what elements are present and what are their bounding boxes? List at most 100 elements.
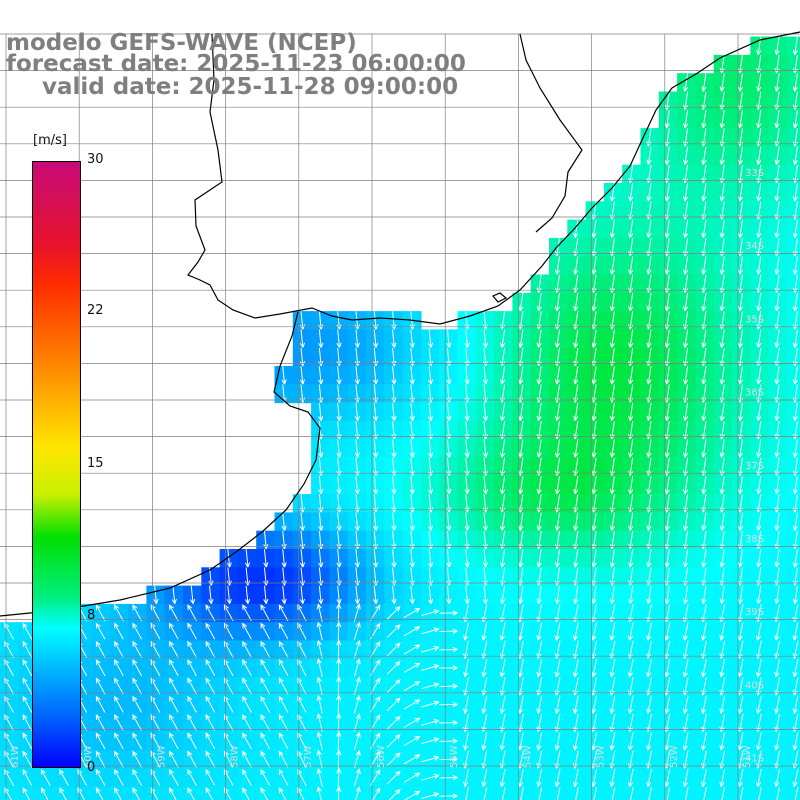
wind-arrow xyxy=(719,585,725,605)
wind-arrow xyxy=(627,622,634,642)
wind-cell xyxy=(786,311,800,330)
wind-arrow xyxy=(737,128,744,148)
wind-arrow xyxy=(372,787,381,800)
wind-arrow xyxy=(774,292,780,312)
wind-arrow xyxy=(554,329,561,349)
wind-arrow xyxy=(737,750,744,770)
wind-arrow xyxy=(554,750,561,770)
wind-arrow xyxy=(421,773,440,781)
wind-arrow xyxy=(646,238,652,258)
wind-arrow xyxy=(373,530,379,550)
wind-arrow xyxy=(499,549,506,569)
wind-arrow xyxy=(40,768,51,786)
wind-arrow xyxy=(427,402,434,422)
wind-arrow xyxy=(774,109,780,129)
wind-arrow xyxy=(499,311,506,331)
wind-cell xyxy=(292,786,312,800)
wind-arrow xyxy=(664,475,670,495)
wind-arrow xyxy=(646,402,652,422)
wind-arrow xyxy=(591,475,597,495)
graticule-labels: 33S 34S 35S 36S 37S 38S 39S 40S 41S 61W 60W 59W 58W 5… xyxy=(10,168,764,768)
wind-arrow xyxy=(518,494,524,514)
wind-cell xyxy=(164,786,184,800)
wind-arrow xyxy=(226,585,232,605)
wind-arrow xyxy=(518,421,524,441)
wind-arrow xyxy=(263,567,269,587)
wind-arrow xyxy=(187,787,195,800)
wind-arrow xyxy=(132,768,143,786)
wind-arrow xyxy=(132,677,143,695)
colorbar-tick-15: 15 xyxy=(87,456,104,471)
wind-arrow xyxy=(591,787,598,800)
wind-arrow xyxy=(446,457,452,477)
wind-arrow xyxy=(682,530,689,550)
wind-arrow xyxy=(299,530,306,550)
wind-arrow xyxy=(386,642,401,657)
wind-arrow xyxy=(719,622,726,642)
wind-arrow xyxy=(373,549,379,569)
wind-arrow xyxy=(646,787,652,800)
wind-arrow xyxy=(609,732,616,752)
lon-label: 60W xyxy=(83,745,94,768)
wind-arrow xyxy=(737,475,744,495)
wind-arrow xyxy=(500,787,506,800)
wind-arrow xyxy=(316,694,323,714)
wind-arrow xyxy=(299,384,306,404)
wind-arrow xyxy=(591,421,597,441)
wind-arrow xyxy=(354,549,360,569)
wind-arrow xyxy=(386,660,401,675)
wind-arrow xyxy=(719,677,726,697)
wind-arrow xyxy=(464,311,470,331)
wind-arrow xyxy=(774,695,781,715)
wind-arrow xyxy=(168,750,179,768)
wind-arrow xyxy=(242,787,250,800)
wind-arrow xyxy=(260,768,271,786)
wind-arrow xyxy=(737,347,744,367)
wind-arrow xyxy=(628,366,634,386)
wind-arrow xyxy=(591,604,598,623)
wind-arrow xyxy=(682,512,689,532)
wind-arrow xyxy=(518,695,524,715)
wind-arrow xyxy=(536,347,542,367)
wind-arrow xyxy=(792,585,798,605)
wind-arrow xyxy=(499,512,506,532)
wind-arrow xyxy=(554,622,561,642)
wind-arrow xyxy=(572,622,579,642)
wind-arrow xyxy=(499,659,506,678)
wind-arrow xyxy=(439,775,459,781)
wind-arrow xyxy=(536,768,543,788)
wind-arrow xyxy=(482,329,489,349)
wind-arrow xyxy=(591,622,598,642)
wind-arrow xyxy=(682,695,689,715)
wind-arrow xyxy=(354,347,360,367)
wind-arrow xyxy=(701,91,707,111)
wind-arrow xyxy=(573,219,579,239)
colorbar-gradient xyxy=(32,161,81,768)
wind-arrow xyxy=(573,585,579,605)
wind-arrow xyxy=(701,347,707,367)
wind-arrow xyxy=(482,512,489,532)
wind-arrow xyxy=(646,549,652,569)
wind-arrow xyxy=(464,329,470,349)
wind-arrow xyxy=(373,512,379,532)
wind-arrow xyxy=(536,622,543,642)
wind-arrow xyxy=(737,384,744,404)
wind-arrow xyxy=(318,567,324,587)
wind-arrow xyxy=(554,292,561,312)
wind-arrow xyxy=(774,55,780,75)
wind-arrow xyxy=(719,457,725,477)
wind-cell xyxy=(73,786,93,800)
wind-arrow xyxy=(628,549,634,569)
colorbar-tick-22: 22 xyxy=(87,303,104,318)
wind-arrow xyxy=(646,659,652,678)
wind-arrow xyxy=(719,768,726,788)
lon-label: 59W xyxy=(156,745,167,768)
wind-arrow xyxy=(646,164,652,184)
wind-cell xyxy=(786,494,800,513)
wind-arrow xyxy=(646,146,652,166)
wind-arrow xyxy=(421,682,440,690)
wind-arrow xyxy=(446,329,452,349)
wind-arrow xyxy=(792,311,798,331)
wind-arrow xyxy=(391,402,397,422)
wind-arrow xyxy=(499,713,506,733)
